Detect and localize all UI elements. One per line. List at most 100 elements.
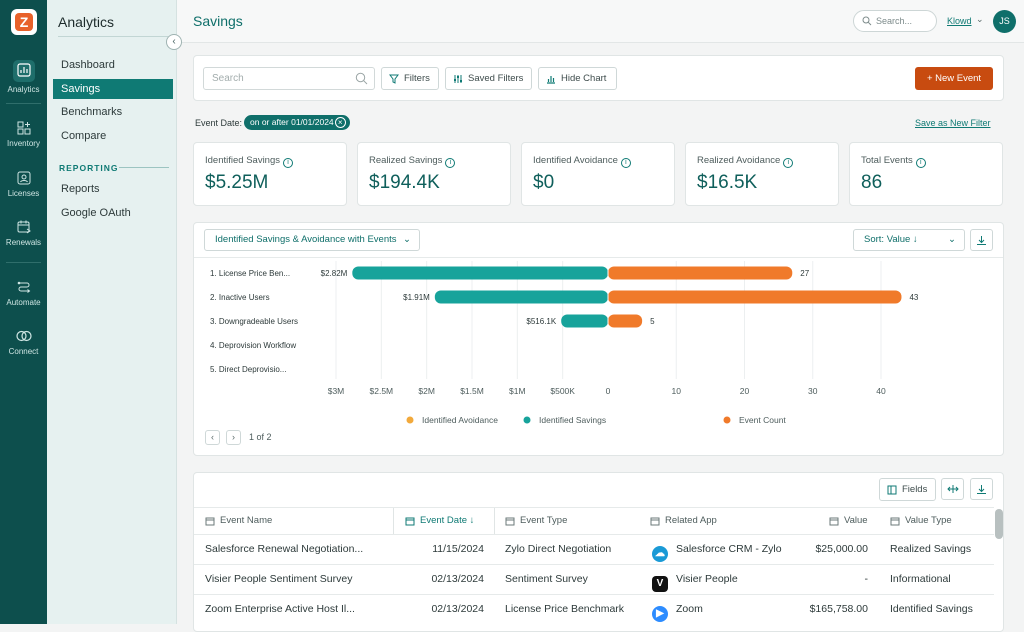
column-label: Value <box>844 515 868 526</box>
events-table-card: Fields Event Name Event Date ↓ Event Typ… <box>193 472 1004 632</box>
zoom-icon: ▶ <box>652 606 668 622</box>
org-switcher[interactable]: Klowd <box>947 16 972 26</box>
x-tick-label: 10 <box>672 386 682 396</box>
rail-item-analytics[interactable]: Analytics <box>0 60 47 94</box>
user-avatar[interactable]: JS <box>993 10 1016 33</box>
page-title: Savings <box>193 13 243 29</box>
sidebar-item-google-oauth[interactable]: Google OAuth <box>61 207 131 219</box>
rail-label: Renewals <box>5 238 42 247</box>
row-divider <box>194 534 994 535</box>
sort-dropdown[interactable]: Sort: Value ↓ ⌄ <box>853 229 965 251</box>
visier-icon: V <box>652 576 668 592</box>
chevron-down-icon[interactable]: ⌄ <box>976 14 984 24</box>
kpi-total-events: Total Events i 86 <box>849 142 1003 206</box>
kpi-label: Identified Avoidance <box>533 155 618 166</box>
calendar-icon <box>829 517 839 526</box>
column-header-related-app[interactable]: Related App <box>639 508 819 534</box>
data-label: 43 <box>909 293 918 302</box>
data-label: $2.82M <box>321 269 348 278</box>
rail-item-inventory[interactable]: Inventory <box>0 120 47 148</box>
calendar-icon <box>405 517 415 526</box>
kpi-identified-savings: Identified Savings i $5.25M <box>193 142 347 206</box>
logo-letter: Z <box>15 13 33 31</box>
x-tick-label: 40 <box>876 386 886 396</box>
info-icon[interactable]: i <box>620 158 631 168</box>
row-divider <box>194 564 994 565</box>
kpi-label: Total Events <box>861 155 913 166</box>
download-icon <box>977 235 986 245</box>
cell-related-app[interactable]: V Visier People <box>652 564 817 594</box>
pager-next-button[interactable]: › <box>226 430 241 445</box>
cell-related-app[interactable]: ☁ Salesforce CRM - Zylo <box>652 534 817 564</box>
cell-event-name[interactable]: Salesforce Renewal Negotiation... <box>205 543 364 555</box>
search-input[interactable]: Search <box>203 67 375 90</box>
bar-event-count <box>608 314 643 328</box>
rail-item-connect[interactable]: Connect <box>0 328 47 356</box>
global-search-input[interactable]: Search... <box>853 10 937 32</box>
clear-chip-icon[interactable]: × <box>334 117 346 128</box>
x-tick-label: 0 <box>606 386 611 396</box>
kpi-value: $16.5K <box>697 172 758 193</box>
row-divider <box>194 594 994 595</box>
cell-event-name[interactable]: Visier People Sentiment Survey <box>205 573 353 585</box>
cell-related-app[interactable]: ▶ Zoom <box>652 594 817 624</box>
table-download-button[interactable] <box>970 478 993 500</box>
info-icon[interactable]: i <box>783 158 794 168</box>
pager-prev-button[interactable]: ‹ <box>205 430 220 445</box>
column-label: Event Type <box>520 515 568 526</box>
rail-item-automate[interactable]: Automate <box>0 279 47 307</box>
salesforce-icon: ☁ <box>652 546 668 562</box>
x-tick-label: $1M <box>509 386 526 396</box>
column-header-event-date[interactable]: Event Date ↓ <box>394 508 494 534</box>
info-icon[interactable]: i <box>915 158 926 168</box>
cell-event-type: Zylo Direct Negotiation <box>505 543 612 555</box>
chart-card: Identified Savings & Avoidance with Even… <box>193 222 1004 456</box>
info-icon[interactable]: i <box>283 158 293 168</box>
pager-text: 1 of 2 <box>249 432 272 442</box>
x-tick-label: 20 <box>740 386 750 396</box>
new-event-button[interactable]: + New Event <box>915 67 993 90</box>
cell-value-type: Realized Savings <box>890 543 972 555</box>
sidebar-divider <box>58 36 168 37</box>
legend-label: Identified Savings <box>539 415 606 425</box>
filters-button[interactable]: Filters <box>381 67 439 90</box>
kpi-label: Identified Savings <box>205 155 280 166</box>
collapse-sidebar-button[interactable]: ‹ <box>166 34 182 50</box>
rail-item-renewals[interactable]: Renewals <box>0 219 47 247</box>
expand-columns-button[interactable] <box>941 478 964 500</box>
chart-metric-dropdown[interactable]: Identified Savings & Avoidance with Even… <box>204 229 420 251</box>
column-header-event-type[interactable]: Event Type <box>494 508 639 534</box>
legend-swatch <box>523 416 531 424</box>
category-label: 5. Direct Deprovisio... <box>210 365 286 374</box>
filters-label: Filters <box>404 73 430 84</box>
rail-item-licenses[interactable]: Licenses <box>0 170 47 198</box>
event-date-label: Event Date: <box>195 118 243 128</box>
column-header-event-name[interactable]: Event Name <box>194 508 394 534</box>
chevron-left-icon: ‹ <box>172 36 176 47</box>
chart-download-button[interactable] <box>970 229 993 251</box>
table-scrollbar[interactable] <box>995 509 1003 539</box>
column-header-value-type[interactable]: Value Type <box>879 508 991 534</box>
event-date-chip[interactable]: on or after 01/01/2024 × <box>244 115 350 130</box>
sidebar-item-savings[interactable]: Savings <box>53 79 173 99</box>
table-top-divider <box>194 507 994 508</box>
sidebar-item-dashboard[interactable]: Dashboard <box>61 59 115 71</box>
zylo-logo[interactable]: Z <box>11 9 37 35</box>
column-header-value[interactable]: Value <box>818 508 878 534</box>
sidebar-item-compare[interactable]: Compare <box>61 130 107 142</box>
column-label: Event Name <box>220 515 273 526</box>
sidebar-item-benchmarks[interactable]: Benchmarks <box>61 106 123 118</box>
sidebar-item-reports[interactable]: Reports <box>61 183 100 195</box>
info-icon[interactable]: i <box>445 158 456 168</box>
saved-filters-button[interactable]: Saved Filters <box>445 67 532 90</box>
save-as-new-filter-link[interactable]: Save as New Filter <box>915 118 991 128</box>
fields-button[interactable]: Fields <box>879 478 936 501</box>
filter-icon <box>389 74 399 84</box>
app-name: Salesforce CRM - Zylo <box>676 543 782 555</box>
x-tick-label: $3M <box>328 386 345 396</box>
cell-event-name[interactable]: Zoom Enterprise Active Host Il... <box>205 603 355 615</box>
kpi-value: $194.4K <box>369 172 440 193</box>
column-separator <box>494 508 495 534</box>
hide-chart-button[interactable]: Hide Chart <box>538 67 617 90</box>
cell-event-date: 02/13/2024 <box>431 573 484 585</box>
